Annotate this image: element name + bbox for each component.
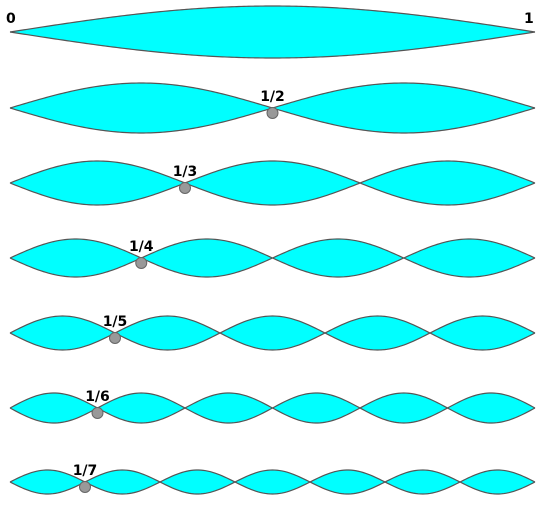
standing-wave-modes: 1/2 1/3 1/4 1/5 1/6 1/7: [9, 5, 536, 495]
node-marker-3: [179, 182, 191, 194]
wave-upper-curve-1: [9, 5, 536, 33]
left-end-label: 0: [6, 11, 16, 27]
node-marker-6: [91, 407, 104, 419]
node-label-6: 1/6: [85, 389, 110, 405]
wave-envelope-7: [10, 470, 535, 494]
node-marker-4: [135, 257, 148, 269]
wave-lower-curve-4: [9, 238, 536, 278]
wave-envelope-3: [10, 161, 535, 205]
node-label-3: 1/3: [173, 164, 198, 180]
wave-upper-curve-3: [9, 160, 536, 206]
wave-lower-curve-1: [9, 31, 536, 59]
node-label-4: 1/4: [129, 239, 154, 255]
node-label-2: 1/2: [260, 89, 285, 105]
node-label-5: 1/5: [103, 314, 128, 330]
wave-lower-curve-7: [9, 469, 536, 495]
node-marker-7: [79, 481, 91, 493]
wave-lower-curve-5: [9, 315, 536, 351]
wave-envelope-5: [10, 316, 535, 350]
right-end-label: 1: [524, 11, 534, 27]
wave-upper-curve-7: [9, 469, 536, 495]
node-label-7: 1/7: [73, 463, 98, 479]
wave-lower-curve-3: [9, 160, 536, 206]
node-marker-2: [266, 107, 279, 119]
node-marker-5: [109, 332, 121, 344]
wave-envelope-1: [10, 6, 535, 58]
wave-upper-curve-5: [9, 315, 536, 351]
